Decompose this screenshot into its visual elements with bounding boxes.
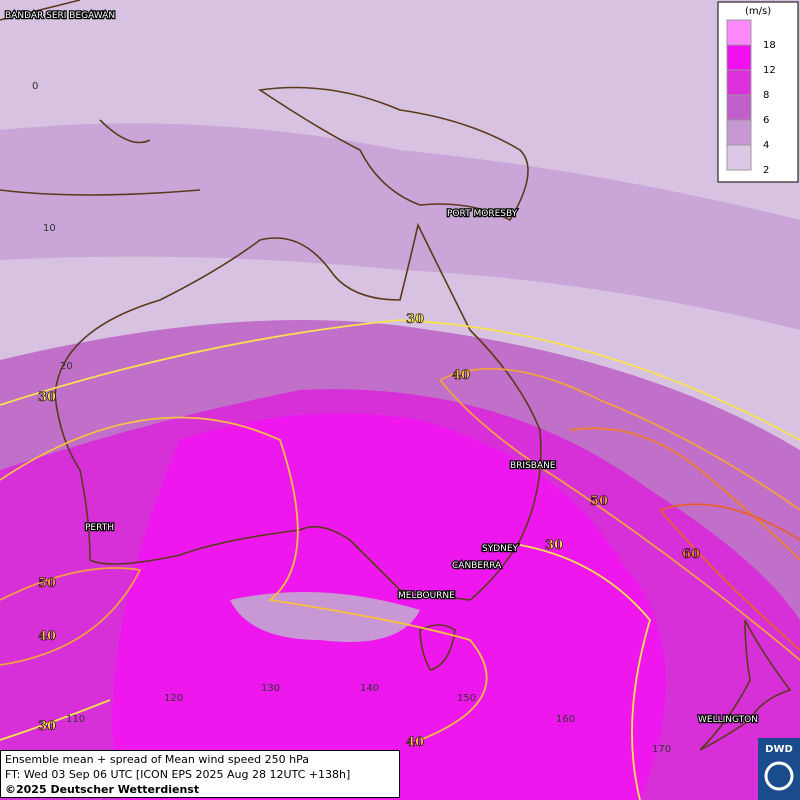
australia — [54, 222, 542, 601]
lon-label: 140 — [360, 683, 379, 694]
logo-text: DWD — [765, 744, 793, 755]
logo-icon — [764, 761, 794, 791]
contour-label: 50 — [590, 494, 608, 509]
footer-line: ©2025 Deutscher Wetterdienst — [5, 783, 200, 796]
contour — [659, 503, 800, 651]
contours — [0, 319, 800, 800]
lon-label: 120 — [164, 693, 183, 704]
shade — [0, 123, 800, 330]
lat-label: 0 — [32, 81, 38, 92]
contour-label: 30 — [545, 538, 563, 553]
city-labels: BANDAR SERI BEGAWAN PORT MORESBY BRISBAN… — [4, 10, 759, 727]
lon-label: 170 — [652, 744, 671, 755]
lat-label: 10 — [43, 223, 56, 234]
contour-label: 40 — [38, 629, 56, 644]
contour-label: 40 — [406, 735, 424, 750]
contour-label: 40 — [452, 368, 470, 383]
lon-label: 160 — [556, 714, 575, 725]
city-label: WELLINGTON — [698, 715, 758, 725]
city-label: CANBERRA — [452, 561, 502, 571]
legend-tick-label: 6 — [763, 115, 769, 126]
shade — [230, 592, 420, 642]
legend-swatch — [726, 144, 752, 171]
contour-label: 30 — [38, 719, 56, 734]
legend-tick-label: 12 — [763, 65, 776, 76]
city-label: BRISBANE — [510, 461, 556, 471]
contour-labels: 30 30 40 50 60 30 50 40 40 30 — [38, 312, 701, 751]
footer: Ensemble mean + spread of Mean wind spee… — [0, 750, 400, 798]
legend: (m/s) 18 12 8 6 4 2 — [717, 1, 799, 183]
footer-line: FT: Wed 03 Sep 06 UTC [ICON EPS 2025 Aug… — [5, 768, 351, 781]
contour-label: 50 — [38, 576, 56, 591]
legend-swatch — [726, 19, 752, 46]
legend-unit: (m/s) — [745, 6, 771, 17]
contour — [0, 416, 488, 741]
logo: DWD — [758, 738, 800, 800]
lon-label: 110 — [66, 714, 85, 725]
contour-label: 30 — [38, 390, 56, 405]
legend-swatch — [726, 94, 752, 121]
legend-tick-label: 8 — [763, 90, 769, 101]
islands — [0, 0, 201, 196]
city-label: BANDAR SERI BEGAWAN — [5, 11, 115, 21]
contour — [0, 699, 111, 741]
contour — [439, 379, 800, 661]
new-guinea — [257, 86, 529, 222]
contour — [519, 544, 652, 800]
city-label: MELBOURNE — [398, 591, 455, 601]
lon-label: 130 — [261, 683, 280, 694]
footer-line: Ensemble mean + spread of Mean wind spee… — [5, 753, 309, 766]
contour — [0, 567, 142, 666]
legend-tick-label: 2 — [763, 165, 769, 176]
new-zealand — [699, 619, 792, 751]
grid-labels: 0 10 20 110 120 130 140 150 160 170 — [32, 81, 671, 755]
contour — [439, 367, 800, 511]
contour-label: 60 — [682, 547, 700, 562]
legend-tick-label: 4 — [763, 140, 769, 151]
coastlines — [0, 0, 792, 751]
contour — [0, 319, 800, 441]
lon-label: 150 — [457, 693, 476, 704]
lat-label: 20 — [60, 361, 73, 372]
city-label: PERTH — [85, 523, 114, 533]
legend-swatch — [726, 69, 752, 96]
legend-swatch — [726, 44, 752, 71]
city-label: PORT MORESBY — [447, 209, 518, 219]
contour-label: 30 — [406, 312, 424, 327]
legend-swatch — [726, 119, 752, 146]
contour — [569, 427, 800, 561]
city-label: SYDNEY — [482, 544, 519, 554]
tasmania — [419, 624, 456, 671]
legend-tick-label: 18 — [763, 40, 776, 51]
